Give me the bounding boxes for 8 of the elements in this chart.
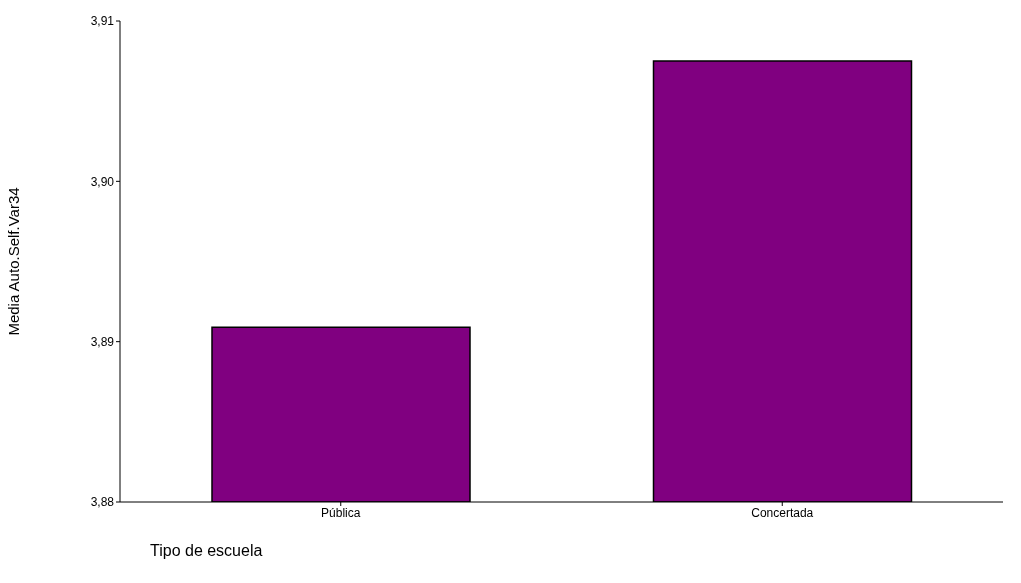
- y-tick-label: 3,88: [90, 495, 115, 510]
- y-tick-label: 3,89: [90, 334, 115, 349]
- y-tick-label: 3,91: [90, 14, 115, 29]
- x-axis-title: Tipo de escuela: [150, 542, 263, 560]
- x-tick-label: Pública: [321, 505, 361, 520]
- y-axis-title: Media Auto.Self.Var34: [5, 187, 23, 336]
- x-tick-label: Concertada: [751, 505, 814, 520]
- y-tick-label: 3,90: [90, 174, 115, 189]
